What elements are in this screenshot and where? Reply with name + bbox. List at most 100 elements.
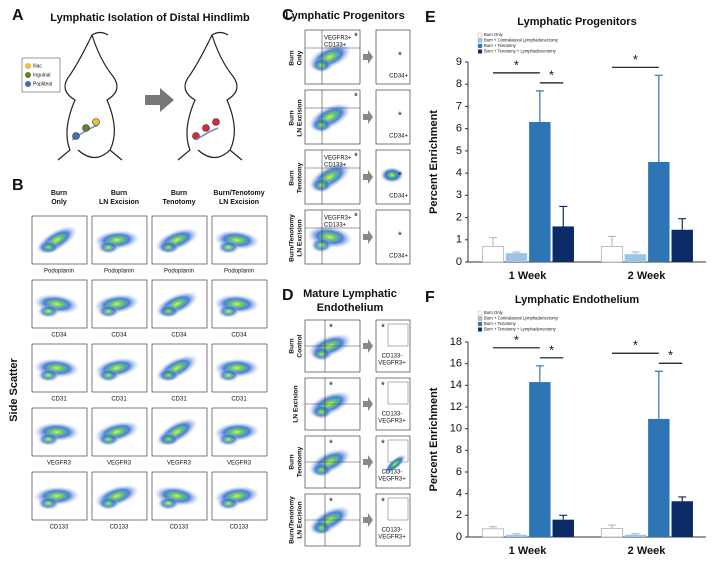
flow-cloud (37, 432, 60, 446)
gate (387, 497, 409, 521)
error-bar (631, 251, 640, 255)
y-tick-label: 5 (456, 145, 462, 157)
flow-plot (375, 89, 411, 145)
flow-cloud (310, 237, 333, 253)
arrow (363, 339, 373, 353)
y-tick-label: 10 (450, 423, 462, 435)
legend-label: Burn Only (484, 32, 504, 37)
y-tick-label: 8 (456, 78, 462, 90)
flow-cells (93, 230, 140, 254)
flow-cells (94, 357, 140, 382)
column-header: LN Excision (99, 199, 139, 206)
significance-marker: * (633, 52, 638, 67)
significance-marker: * (549, 342, 554, 357)
flow-cloud (157, 368, 180, 382)
gate-marker: * (329, 439, 333, 450)
result-label: VEGFR3+ (378, 477, 406, 483)
row-label: Burn/Tenotomy (289, 214, 296, 262)
legend-label: Burn + Tenotomy (484, 43, 517, 48)
flow-cloud (217, 432, 240, 446)
y-tick-label: 9 (456, 56, 462, 68)
flow-cloud (157, 496, 180, 510)
flow-cells (154, 228, 199, 254)
gate-label: VEGFR3+ (324, 156, 352, 162)
marker-label: CD34 (171, 333, 187, 339)
marker-label: Podoplanin (164, 269, 194, 275)
x-tick-label: 2 Week (628, 545, 667, 557)
flow-cloud (37, 240, 60, 254)
row-label: LN Excision (297, 501, 304, 538)
error-bar (631, 533, 640, 535)
flow-cloud (157, 240, 180, 254)
flow-cloud (383, 454, 407, 474)
marker-label: CD31 (231, 397, 247, 403)
bar (529, 382, 551, 537)
bar (505, 253, 528, 262)
legend-label: Popliteal (33, 81, 52, 87)
flow-cells (33, 486, 80, 510)
marker-label: Podoplanin (224, 269, 254, 275)
error-bar (678, 496, 687, 502)
marker-label: CD133 (50, 525, 69, 531)
legend-label: Iliac (33, 63, 42, 69)
flow-cloud (310, 57, 333, 73)
row-label: Only (297, 50, 304, 65)
flow-cells (213, 358, 260, 382)
flow-cloud (310, 404, 333, 420)
significance-marker: * (514, 332, 519, 347)
flow-cloud (97, 496, 120, 510)
error-bar (654, 370, 663, 419)
y-tick-label: 6 (456, 123, 462, 135)
marker-label: Podoplanin (44, 269, 74, 275)
marker-label: CD34 (231, 333, 247, 339)
column-header: Tenotomy (163, 199, 196, 206)
node-markers (21, 57, 220, 141)
x-tick-label: 1 Week (509, 270, 548, 282)
gate-label: CD133+ (324, 163, 347, 169)
arrow (363, 110, 373, 124)
gate-marker: * (354, 152, 358, 163)
arrow (363, 50, 373, 64)
bar (648, 418, 670, 537)
arrow (145, 88, 174, 112)
bar (552, 226, 574, 262)
y-tick-label: 18 (450, 336, 462, 348)
gate-marker: * (398, 111, 402, 122)
flow-cells (153, 485, 200, 510)
significance-marker: * (633, 338, 638, 353)
gate-marker: * (398, 231, 402, 242)
result-label: CD34+ (389, 74, 408, 80)
gate-marker: * (381, 323, 385, 334)
legend-swatch (477, 43, 483, 49)
significance-marker: * (668, 348, 673, 363)
column-header: LN Excision (219, 199, 259, 206)
column-header: Burn (171, 190, 187, 197)
y-tick-label: 2 (456, 211, 462, 223)
row-label: Burn/Tenotomy (289, 496, 296, 544)
legend-swatch (477, 32, 483, 38)
row-label: Burn (289, 338, 296, 353)
gate (387, 323, 409, 347)
flow-cells (94, 484, 140, 510)
legend-label: Burn + Tenotomy + Lymphadenectomy (484, 327, 557, 332)
bar (552, 519, 574, 537)
gate-marker: * (354, 212, 358, 223)
row-label: LN Excision (297, 219, 304, 256)
bar (624, 254, 647, 262)
y-tick-label: 1 (456, 234, 462, 246)
flow-cloud (37, 304, 60, 318)
row-label: Control (297, 334, 304, 357)
flow-cells (306, 225, 353, 253)
arrow (363, 455, 373, 469)
error-bar (488, 526, 497, 529)
legend-label: Burn + Tenotomy + Lymphadenectomy (484, 49, 557, 54)
bar (624, 534, 647, 537)
row-label: LN Excision (297, 99, 304, 136)
significance-marker: * (549, 67, 554, 82)
y-tick-label: 16 (450, 358, 462, 370)
flow-cloud (217, 304, 240, 318)
gate-label: CD133+ (324, 223, 347, 229)
column-header: Burn (111, 190, 127, 197)
legend-swatch (477, 38, 483, 43)
gate-marker: * (354, 92, 358, 103)
